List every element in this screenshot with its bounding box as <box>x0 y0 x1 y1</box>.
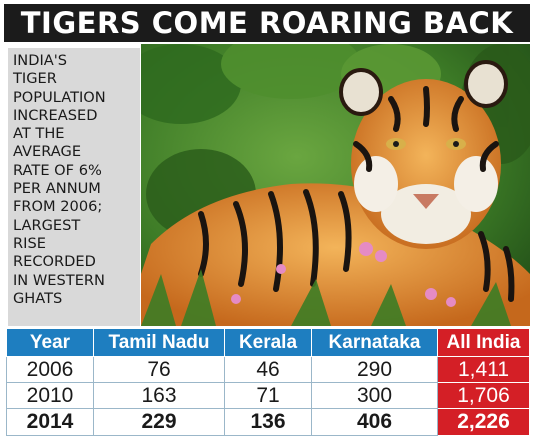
blurb-line: RECORDED <box>13 253 96 271</box>
table-cell: 2006 <box>6 356 94 383</box>
column-header: Karnataka <box>311 328 438 357</box>
column-header: Kerala <box>224 328 312 357</box>
table-cell: 290 <box>311 356 438 383</box>
table-cell: 2,226 <box>437 408 530 436</box>
table-cell: 163 <box>93 382 225 409</box>
blurb-line: POPULATION <box>13 88 106 106</box>
table-cell: 46 <box>224 356 312 383</box>
table-cell: 1,411 <box>437 356 530 383</box>
table-row: 2014 229 136 406 2,226 <box>6 408 530 436</box>
table-cell: 1,706 <box>437 382 530 409</box>
blurb-line: IN WESTERN <box>13 271 105 289</box>
table-cell: 300 <box>311 382 438 409</box>
blurb-line: FROM 2006; <box>13 198 103 216</box>
headline: TIGERS COME ROARING BACK <box>4 4 530 42</box>
column-header: Year <box>6 328 94 357</box>
blurb-line: RATE OF 6% <box>13 161 102 179</box>
table-cell: 136 <box>224 408 312 436</box>
table-header-row: Year Tamil Nadu Kerala Karnataka All Ind… <box>6 328 530 357</box>
blurb-line: AVERAGE <box>13 143 82 161</box>
blurb-line: AT THE <box>13 125 65 143</box>
blurb-line: RISE <box>13 234 46 252</box>
table-cell: 406 <box>311 408 438 436</box>
table-row: 2006 76 46 290 1,411 <box>6 356 530 383</box>
blurb-line: TIGER <box>13 70 57 88</box>
blurb-line: PER ANNUM <box>13 180 101 198</box>
tiger-photo <box>141 44 530 326</box>
column-header: Tamil Nadu <box>93 328 225 357</box>
table-cell: 2014 <box>6 408 94 436</box>
tiger-illustration <box>141 44 530 326</box>
table-cell: 71 <box>224 382 312 409</box>
tiger-population-table: Year Tamil Nadu Kerala Karnataka All Ind… <box>6 328 530 436</box>
blurb-line: INCREASED <box>13 106 98 124</box>
column-header: All India <box>437 328 530 357</box>
blurb-text: INDIA'S TIGER POPULATION INCREASED AT TH… <box>8 48 140 326</box>
blurb-line: GHATS <box>13 289 63 307</box>
table-cell: 76 <box>93 356 225 383</box>
table-row: 2010 163 71 300 1,706 <box>6 382 530 409</box>
table-cell: 229 <box>93 408 225 436</box>
table-cell: 2010 <box>6 382 94 409</box>
blurb-line: LARGEST <box>13 216 81 234</box>
blurb-line: INDIA'S <box>13 52 68 69</box>
